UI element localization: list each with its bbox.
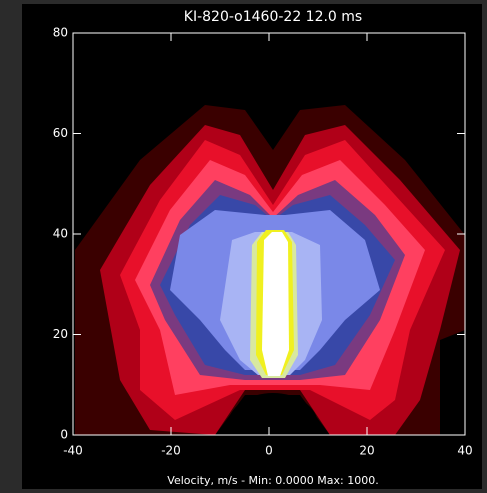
x-tick-label: 0 [265,444,273,458]
x-tick-label: -20 [161,444,181,458]
chart: KI-820-o1460-22 12.0 ms Velocity, m/s - … [0,0,487,489]
page: {"chart_data": {"type": "contour", "titl… [0,0,487,489]
x-tick-label: 20 [359,444,374,458]
x-tick-label: 40 [457,444,472,458]
y-tick-label: 80 [53,26,68,40]
y-tick-label: 40 [53,227,68,241]
y-tick-label: 0 [60,428,68,442]
footer-label: Velocity, m/s - Min: 0.0000 Max: 1000. [167,474,378,487]
contour-band [262,232,289,376]
y-tick-label: 20 [53,327,68,341]
y-tick-label: 60 [53,126,68,140]
x-tick-label: -40 [63,444,83,458]
chart-title: KI-820-o1460-22 12.0 ms [184,9,362,25]
